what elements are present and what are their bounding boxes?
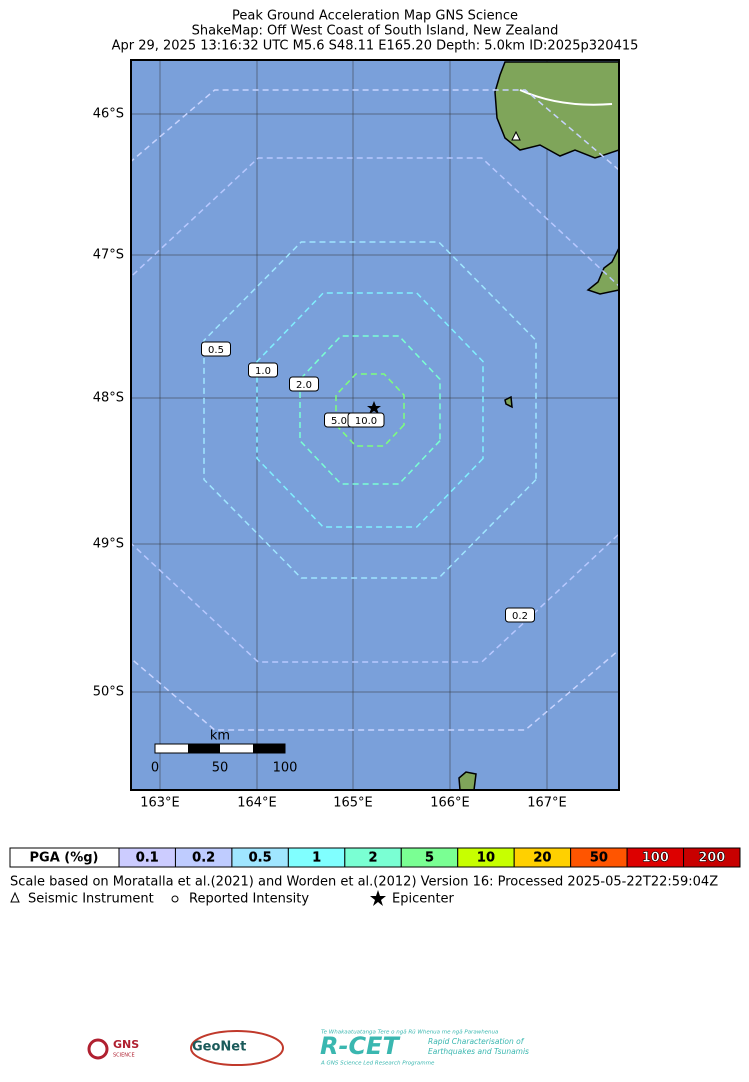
contour	[131, 89, 619, 731]
logos: GNS SCIENCE GeoNet Te Whakaatuatanga Ter…	[87, 1030, 529, 1067]
contour-label: 1.0	[255, 366, 271, 377]
contour-label: 10.0	[355, 416, 377, 427]
scale-seg	[188, 744, 220, 753]
colorbar: PGA (%g) 0.1 0.2 0.5 1 2 5 10 20 50 100 200	[9, 847, 741, 868]
lon-label: 166°E	[430, 796, 470, 811]
rcet-line: Earthquakes and Tsunamis	[428, 1047, 529, 1056]
legend-label: Seismic Instrument	[28, 892, 154, 907]
colorbar-label: 50	[590, 851, 608, 866]
colorbar-label: 5	[425, 851, 434, 866]
scale-bar: km 0 50 100	[151, 729, 298, 776]
rcet-bottom: A GNS Science Led Research Programme	[320, 1061, 435, 1067]
scale-seg	[253, 744, 285, 753]
colorbar-label: 0.2	[192, 851, 215, 866]
map-frame	[130, 59, 620, 791]
legend-label: Reported Intensity	[189, 892, 309, 907]
legend-label: Epicenter	[392, 892, 455, 907]
contour-label-box	[505, 607, 535, 623]
colorbar-label: 100	[642, 851, 669, 866]
colorbar-label: 20	[533, 851, 551, 866]
lon-label: 165°E	[333, 796, 373, 811]
station	[511, 130, 521, 141]
lat-label: 49°S	[93, 537, 124, 552]
colorbar-cell	[683, 847, 741, 868]
contour-label-box	[248, 362, 278, 378]
fault-line	[519, 89, 613, 106]
lon-label: 164°E	[237, 796, 277, 811]
geonet-logo: GeoNet	[192, 1040, 246, 1055]
scale-unit: km	[210, 729, 230, 744]
rcet-top: Te Whakaatuatanga Tere o ngā Rū Whenua m…	[321, 1030, 499, 1036]
contour-label-box	[201, 341, 231, 357]
contour-label-box	[289, 376, 319, 392]
landmass	[494, 61, 619, 159]
legend-icon	[171, 895, 179, 903]
lon-label: 163°E	[140, 796, 180, 811]
colorbar-label: 2	[369, 851, 378, 866]
gns-logo: GNS	[113, 1038, 139, 1051]
contour	[131, 157, 619, 663]
title-line: Peak Ground Acceleration Map GNS Science	[232, 9, 518, 24]
colorbar-header: PGA (%g)	[30, 851, 99, 866]
landmass	[458, 771, 477, 790]
gns-logo-sub: SCIENCE	[113, 1053, 135, 1059]
geonet-ring	[190, 1030, 284, 1066]
scale-label: 0	[151, 761, 159, 776]
title-line: Apr 29, 2025 13:16:32 UTC M5.6 S48.11 E1…	[112, 39, 639, 54]
legend-icon	[370, 890, 386, 906]
landmass	[504, 395, 513, 409]
contour	[256, 292, 484, 528]
legend-icon	[10, 891, 20, 903]
colorbar-label: 200	[698, 851, 725, 866]
epicenter	[367, 401, 381, 414]
contour-label-box	[347, 412, 385, 428]
lat-label: 47°S	[93, 248, 124, 263]
lat-label: 50°S	[93, 685, 124, 700]
contour-label: 0.5	[208, 345, 224, 356]
colorbar-label: 0.5	[249, 851, 272, 866]
footer-note: Scale based on Moratalla et al.(2021) an…	[10, 875, 718, 890]
contour	[203, 241, 537, 579]
colorbar-label: 0.1	[136, 851, 159, 866]
scale-label: 50	[212, 761, 229, 776]
rcet-line: Rapid Characterisation of	[428, 1037, 525, 1046]
contour-label: 2.0	[296, 380, 312, 391]
contour-label: 0.2	[512, 611, 528, 622]
graticule	[131, 60, 619, 790]
contour	[335, 373, 405, 447]
scale-label: 100	[273, 761, 298, 776]
lat-label: 48°S	[93, 391, 124, 406]
colorbar-label: 1	[312, 851, 321, 866]
contour-label: 5.0	[331, 416, 347, 427]
colorbar-label: 10	[477, 851, 495, 866]
rcet-logo: R-CET	[320, 1032, 400, 1060]
gns-icon	[87, 1038, 109, 1060]
title-line: ShakeMap: Off West Coast of South Island…	[192, 24, 559, 39]
contours	[131, 89, 619, 731]
map-labels: 46°S 47°S 48°S 49°S 50°S 163°E 164°E 165°E 166°E…	[93, 107, 567, 811]
lon-label: 167°E	[527, 796, 567, 811]
lat-label: 46°S	[93, 107, 124, 122]
